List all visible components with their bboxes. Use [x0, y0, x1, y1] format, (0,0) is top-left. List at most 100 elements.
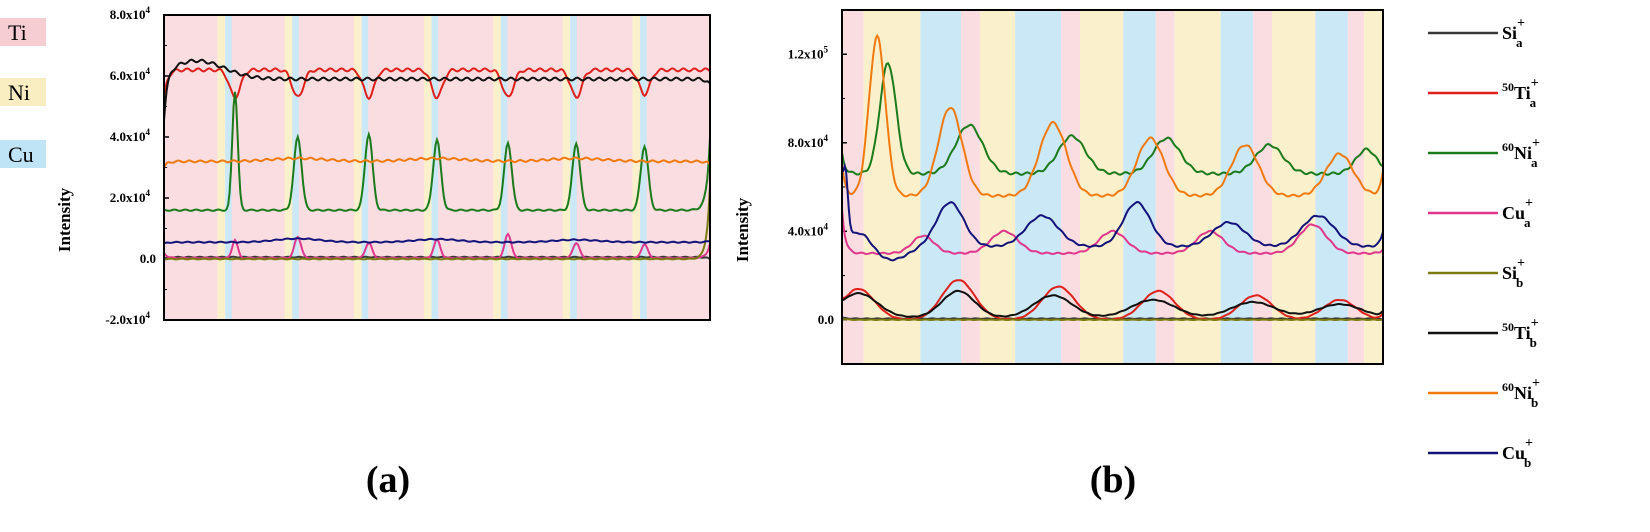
- y-tick-exponent: 5: [824, 44, 829, 54]
- band-ti: [1155, 10, 1175, 364]
- series-lines-a: [163, 58, 711, 261]
- legend-charge: +: [1525, 436, 1533, 451]
- series-line-cu-a: [841, 208, 1384, 256]
- series-line-ni-a: [163, 91, 711, 212]
- y-tick-mantissa: 4.0x10: [110, 129, 146, 144]
- band-cu: [640, 15, 647, 320]
- series-line-ti-b: [163, 58, 711, 121]
- legend-element: Si: [1502, 23, 1517, 43]
- key-swatch-cu: [0, 140, 46, 168]
- y-tick-label: -2.0x104: [105, 310, 150, 327]
- legend-label: 50Ti+ b: [1502, 316, 1539, 350]
- legend-charge: +: [1532, 136, 1540, 151]
- band-ni: [217, 15, 226, 320]
- legend-subscript: b: [1516, 275, 1523, 290]
- legend-subscript: a: [1530, 95, 1537, 110]
- y-tick-label: 8.0x104: [788, 133, 829, 150]
- legend-charge: +: [1517, 256, 1525, 271]
- key-label-ni: Ni: [8, 80, 30, 105]
- legend-item-cu-a: Cu+ a: [1428, 196, 1533, 230]
- band-ni: [863, 10, 921, 364]
- y-tick-mantissa: 6.0x10: [110, 68, 146, 83]
- series-line-ni-a: [841, 61, 1384, 176]
- legend-charge: +: [1517, 16, 1525, 31]
- y-tick-mantissa: 1.2x10: [788, 46, 824, 61]
- y-tick-label: 2.0x104: [110, 188, 151, 205]
- y-tick-mantissa: 2.0x10: [110, 190, 146, 205]
- band-ti: [1253, 10, 1273, 364]
- series-lines-b: [841, 33, 1384, 322]
- legend-subscript: a: [1516, 35, 1523, 50]
- band-ni: [632, 15, 641, 320]
- y-axis-label-b: Intensity: [733, 197, 752, 262]
- band-ti: [1347, 10, 1365, 364]
- legend-subscript: a: [1524, 215, 1531, 230]
- y-axis-label-a: Intensity: [55, 187, 74, 252]
- y-tick-mantissa: 0.0: [818, 312, 834, 327]
- y-tick-exponent: 4: [146, 66, 151, 76]
- series-line-ti-b: [841, 289, 1384, 318]
- legend-mass-number: 50: [1502, 80, 1514, 94]
- band-ni: [979, 10, 1016, 364]
- series-line-cu-b: [841, 162, 1384, 262]
- legend-item-ti-a: 50Ti+ a: [1428, 76, 1539, 110]
- layer-color-key: Ti Ni Cu: [0, 18, 46, 168]
- y-tick-exponent: 4: [146, 127, 151, 137]
- band-ni: [493, 15, 501, 320]
- legend-item-si-a: Si+ a: [1428, 16, 1525, 50]
- series-line-cu-b: [163, 237, 711, 245]
- panel-label-a: (a): [366, 459, 410, 501]
- band-cu: [225, 15, 232, 320]
- legend-charge: +: [1532, 376, 1540, 391]
- legend-item-ni-a: 60Ni+ a: [1428, 136, 1540, 170]
- band-ti: [1061, 10, 1081, 364]
- key-swatch-ti: [0, 18, 46, 46]
- series-line-ni-b: [841, 33, 1384, 198]
- band-ni: [423, 15, 432, 320]
- series-line-si-a: [163, 255, 711, 260]
- legend-charge: +: [1531, 316, 1539, 331]
- series-line-ni-b: [163, 156, 711, 169]
- band-cu: [920, 10, 962, 364]
- legend-label: 50Ti+ a: [1502, 76, 1539, 110]
- y-tick-exponent: 4: [146, 310, 151, 320]
- y-tick-exponent: 4: [824, 221, 829, 231]
- layer-bands-b: [842, 10, 1383, 364]
- band-ni: [354, 15, 362, 320]
- legend-mass-number: 60: [1502, 380, 1514, 394]
- band-ni: [1174, 10, 1221, 364]
- y-tick-mantissa: -2.0x10: [105, 312, 145, 327]
- key-swatch-ni: [0, 78, 46, 106]
- legend-subscript: b: [1524, 455, 1531, 470]
- band-cu: [292, 15, 299, 320]
- legend-charge: +: [1531, 76, 1539, 91]
- y-tick-exponent: 4: [146, 188, 151, 198]
- series-line-ti-a: [163, 67, 711, 101]
- chart-a: -2.0x1040.02.0x1044.0x1046.0x1048.0x104 …: [55, 5, 711, 501]
- legend-item-si-b: Si+ b: [1428, 256, 1525, 290]
- legend-label: Si+ a: [1502, 16, 1525, 50]
- legend-element: Cu: [1502, 203, 1525, 223]
- legend-item-cu-b: Cu+ b: [1428, 436, 1533, 470]
- legend-mass-number: 50: [1502, 320, 1514, 334]
- y-tick-mantissa: 4.0x10: [788, 223, 824, 238]
- legend-element: Ni: [1514, 143, 1532, 163]
- y-tick-exponent: 4: [824, 133, 829, 143]
- panel-label-b: (b): [1090, 459, 1136, 501]
- legend-label: 60Ni+ b: [1502, 376, 1540, 410]
- band-ni: [284, 15, 293, 320]
- y-tick-label: 4.0x104: [788, 221, 829, 238]
- legend-element: Ti: [1514, 323, 1531, 343]
- legend-item-ti-b: 50Ti+ b: [1428, 316, 1539, 350]
- legend-label: 60Ni+ a: [1502, 136, 1540, 170]
- series-line-si-b: [841, 317, 1384, 322]
- legend-element: Ni: [1514, 383, 1532, 403]
- key-label-cu: Cu: [8, 142, 34, 167]
- legend-subscript: b: [1531, 395, 1538, 410]
- legend-label: Cu+ a: [1502, 196, 1533, 230]
- plot-frame-b: [841, 9, 1384, 365]
